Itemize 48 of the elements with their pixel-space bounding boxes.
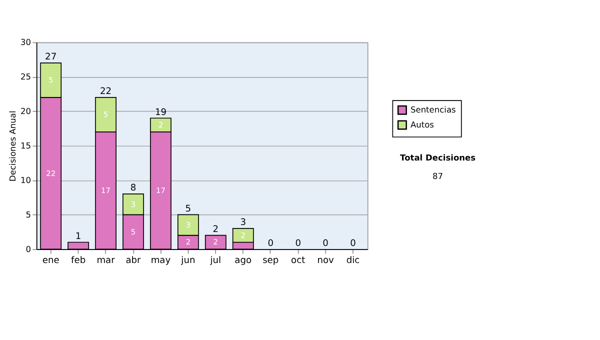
- data-label: 3: [186, 220, 191, 230]
- total-label: 0: [268, 238, 274, 249]
- data-label: 2: [213, 238, 218, 247]
- x-tick-label: sep: [262, 256, 279, 266]
- x-tick-label: jun: [180, 256, 196, 266]
- y-tick-label: 0: [26, 244, 32, 254]
- total-label: 19: [154, 108, 167, 118]
- legend-label: Autos: [410, 119, 434, 130]
- x-tick-label: mar: [96, 256, 116, 266]
- total-label: 0: [295, 238, 302, 249]
- y-tick-label: 10: [20, 175, 32, 186]
- data-label: 3: [130, 200, 136, 209]
- data-label: 17: [156, 186, 166, 195]
- y-axis-title: Decisiones Anual: [8, 110, 18, 182]
- data-label: 2: [158, 120, 164, 130]
- total-label: 5: [185, 204, 192, 214]
- data-label: 17: [101, 186, 111, 195]
- x-tick-label: nov: [317, 256, 335, 266]
- x-tick-label: ene: [42, 256, 60, 266]
- total-label: 8: [130, 184, 136, 194]
- y-tick-label: 5: [26, 210, 32, 220]
- x-tick-label: feb: [71, 256, 86, 266]
- total-label: 22: [100, 87, 112, 98]
- data-label: 5: [130, 227, 136, 236]
- data-label: 5: [103, 110, 108, 120]
- text: Total Decisiones: [400, 152, 476, 163]
- data-label: 5: [48, 76, 54, 85]
- x-tick-label: dic: [346, 256, 360, 266]
- x-tick-label: jul: [209, 256, 222, 266]
- data-label: 2: [240, 230, 246, 240]
- total-label: 27: [45, 52, 57, 63]
- total-label: 2: [212, 225, 219, 236]
- y-tick-label: 15: [20, 140, 32, 151]
- x-tick-label: oct: [291, 256, 306, 266]
- y-tick-label: 20: [20, 106, 32, 116]
- total-label: 1: [75, 232, 82, 242]
- data-label: 22: [46, 168, 56, 178]
- x-tick-label: abr: [126, 256, 142, 266]
- x-tick-label: may: [150, 256, 172, 266]
- total-label: 3: [240, 218, 246, 228]
- y-tick-label: 25: [20, 72, 32, 82]
- y-tick-label: 30: [20, 37, 32, 48]
- legend-label: Sentencias: [410, 104, 456, 115]
- text: 87: [432, 170, 444, 181]
- data-label: 2: [186, 238, 191, 247]
- x-tick-label: ago: [234, 256, 252, 266]
- total-label: 0: [322, 238, 329, 249]
- total-label: 0: [350, 238, 356, 249]
